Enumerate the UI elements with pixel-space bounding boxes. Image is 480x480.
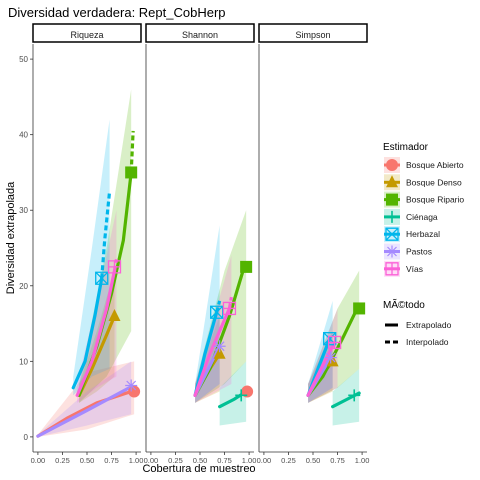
legend-label-vias: Vías xyxy=(406,264,423,274)
marker-cienaga-simpson xyxy=(348,389,361,402)
marker-herbazal-shannon xyxy=(210,305,224,319)
legend-item-cienaga: Ciénaga xyxy=(384,208,438,225)
line-interp-vias-simpson xyxy=(306,340,337,397)
legend-label-herbazal: Herbazal xyxy=(406,229,440,239)
legend-label-bosque-abierto: Bosque Abierto xyxy=(406,160,464,170)
legend-label-cienaga: Ciénaga xyxy=(406,212,438,222)
legend-title: Estimador xyxy=(383,142,429,153)
legend-marker-vias xyxy=(385,262,399,276)
ci-band-bosque-abierto-riqueza xyxy=(37,361,135,437)
x-tick-label-simpson-1: 0.25 xyxy=(281,456,296,465)
marker-bosque-ripario-simpson xyxy=(353,302,366,315)
ci-band-cienaga-simpson xyxy=(332,368,360,426)
line-interp-herbazal-riqueza xyxy=(71,276,104,390)
x-tick-label-shannon-3: 0.75 xyxy=(217,456,232,465)
legend-label-pastos: Pastos xyxy=(406,247,432,257)
facet-strip-simpson xyxy=(258,23,368,43)
x-tick-label-riqueza-0: 0.00 xyxy=(31,456,46,465)
y-tick-label-5: 50 xyxy=(19,55,28,64)
marker-pastos-riqueza xyxy=(125,379,138,392)
legend-item-vias: Vías xyxy=(384,260,423,277)
line-extrap-herbazal-riqueza xyxy=(100,191,112,279)
x-tick-label-riqueza-1: 0.25 xyxy=(55,456,70,465)
marker-vias-riqueza xyxy=(107,260,122,274)
x-tick-label-shannon-0: 0.00 xyxy=(144,456,159,465)
marker-pastos-simpson xyxy=(324,351,337,364)
legend-method-extrapolado: Extrapolado xyxy=(385,320,452,330)
facet-label-riqueza: Riqueza xyxy=(70,30,103,40)
marker-bosque-ripario-shannon xyxy=(240,260,253,273)
marker-pastos-shannon xyxy=(213,340,226,353)
y-tick-label-3: 30 xyxy=(19,206,28,215)
panel-simpson: Simpson 0.00 0.25 0.50 0.75 1.00 xyxy=(257,23,370,465)
facet-strip-shannon xyxy=(145,23,255,43)
legend-marker-pastos xyxy=(386,245,398,258)
marker-bosque-ripario-riqueza xyxy=(125,166,138,179)
legend-method-label-extrapolado: Extrapolado xyxy=(406,320,452,330)
legend-label-bosque-ripario: Bosque Ripario xyxy=(406,195,464,205)
legend-marker-herbazal xyxy=(385,227,399,241)
line-interp-vias-shannon xyxy=(193,306,232,397)
x-tick-label-riqueza-4: 1.00 xyxy=(129,456,144,465)
y-tick-label-1: 10 xyxy=(19,357,28,366)
panel-riqueza: Riqueza 0.00 0.25 0.50 0.75 1.00 0 10 20 30 40 50 xyxy=(19,23,144,465)
line-interp-vias-riqueza xyxy=(75,269,117,397)
legend-method-title: MÃ©todo xyxy=(383,298,425,311)
x-tick-label-riqueza-3: 0.75 xyxy=(104,456,119,465)
x-tick-label-shannon-2: 0.50 xyxy=(193,456,208,465)
legend-item-bosque-denso: Bosque Denso xyxy=(384,174,462,191)
legend-item-pastos: Pastos xyxy=(384,243,432,260)
legend-marker-cienaga xyxy=(386,210,398,223)
legend-item-bosque-abierto: Bosque Abierto xyxy=(384,157,464,173)
marker-herbazal-riqueza xyxy=(95,271,109,285)
facet-label-shannon: Shannon xyxy=(182,30,218,40)
legend-marker-bosque-ripario xyxy=(386,193,398,206)
legend-item-bosque-ripario: Bosque Ripario xyxy=(384,191,464,208)
x-tick-label-simpson-2: 0.50 xyxy=(306,456,321,465)
facet-label-simpson: Simpson xyxy=(295,30,330,40)
facet-strip-riqueza xyxy=(32,23,142,43)
x-tick-label-simpson-4: 1.00 xyxy=(355,456,370,465)
marker-cienaga-shannon xyxy=(235,389,248,402)
marker-bosque-denso-shannon xyxy=(213,346,226,359)
y-tick-label-0: 0 xyxy=(24,433,29,442)
y-tick-label-4: 40 xyxy=(19,131,28,140)
line-extrap-bosque-ripario-riqueza xyxy=(129,130,135,173)
ci-band-cienaga-shannon xyxy=(219,361,247,426)
marker-vias-simpson xyxy=(327,335,342,350)
chart-title: Diversidad verdadera: Rept_CobHerp xyxy=(8,5,226,20)
x-tick-label-simpson-0: 0.00 xyxy=(257,456,272,465)
x-tick-label-simpson-3: 0.75 xyxy=(330,456,345,465)
legend-method-label-interpolado: Interpolado xyxy=(406,337,449,347)
y-tick-label-2: 20 xyxy=(19,282,28,291)
legend: Estimador Bosque Abierto Bosque Denso Bosqu… xyxy=(383,142,464,347)
line-interp-pastos-riqueza xyxy=(36,386,131,438)
x-axis-label: Cobertura de muestreo xyxy=(142,463,255,475)
marker-bosque-denso-riqueza xyxy=(108,309,121,321)
x-tick-label-shannon-4: 1.00 xyxy=(242,456,257,465)
legend-marker-bosque-denso xyxy=(386,175,398,188)
y-axis-label: Diversidad extrapolada xyxy=(5,181,17,294)
panel-shannon: Shannon 0.00 0.25 0.50 0.75 1.00 xyxy=(144,23,257,465)
legend-marker-bosque-abierto xyxy=(386,159,398,171)
x-tick-label-riqueza-2: 0.50 xyxy=(80,456,95,465)
facet-panels: Riqueza 0.00 0.25 0.50 0.75 1.00 0 10 20 30 40 50 Sh… xyxy=(19,23,370,465)
marker-vias-shannon xyxy=(222,301,237,316)
x-tick-label-shannon-1: 0.25 xyxy=(168,456,183,465)
ci-band-pastos-riqueza xyxy=(37,361,132,437)
legend-method-interpolado: Interpolado xyxy=(385,337,449,347)
legend-item-herbazal: Herbazal xyxy=(384,226,440,243)
legend-label-bosque-denso: Bosque Denso xyxy=(406,177,462,187)
line-extrap-herbazal-shannon xyxy=(215,300,222,313)
